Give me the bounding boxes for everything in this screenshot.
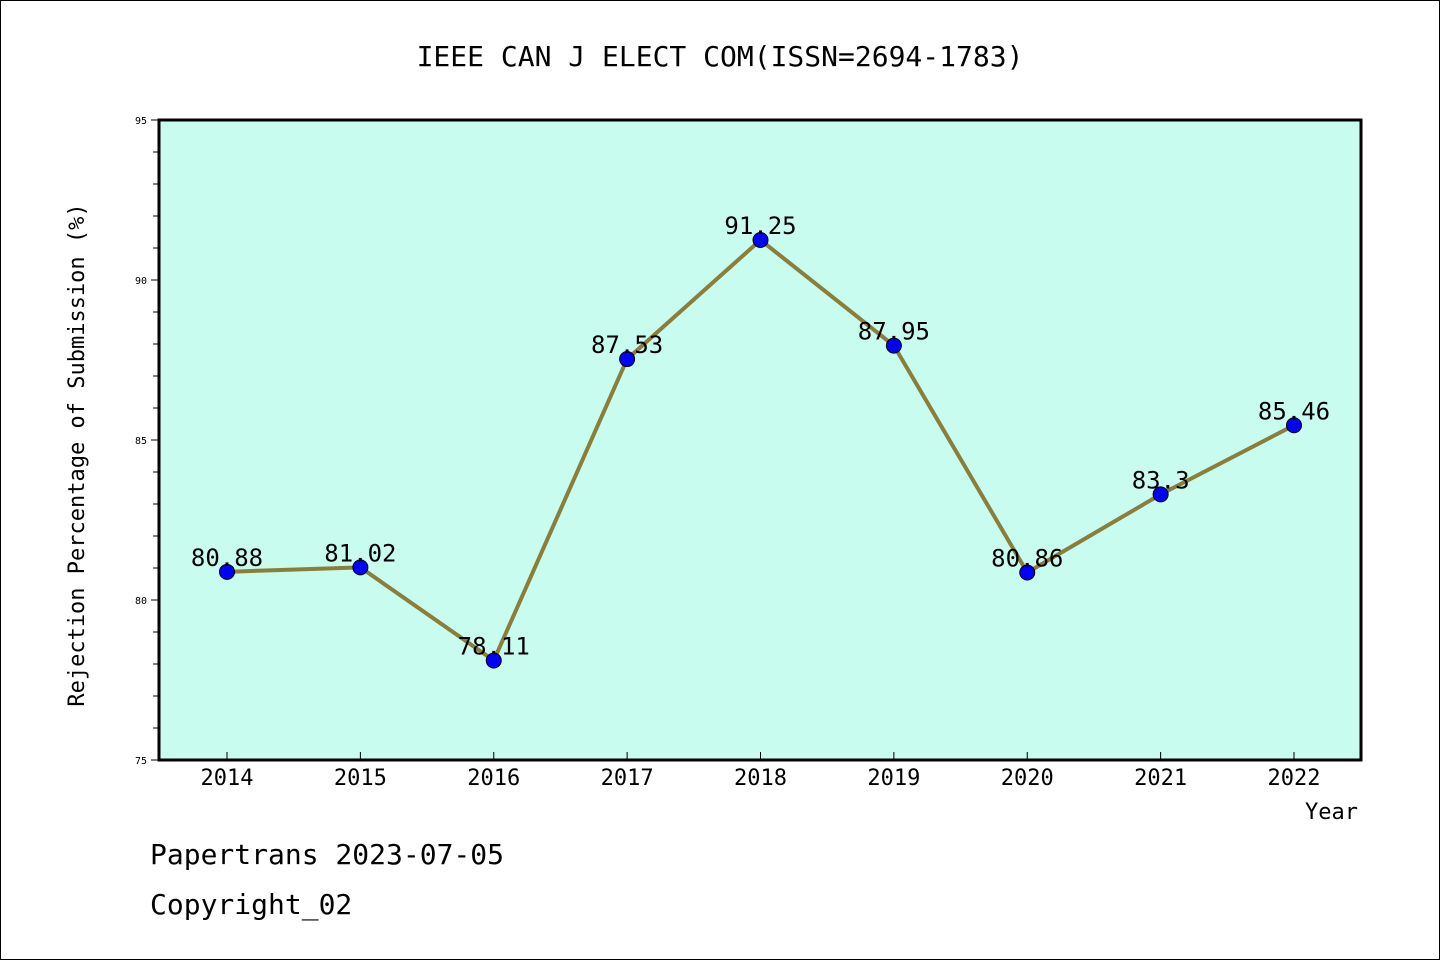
data-label: 87.95 xyxy=(858,318,930,346)
series-line-group xyxy=(219,232,1302,669)
data-label: 81.02 xyxy=(324,539,396,567)
y-tick-label: 75 xyxy=(135,756,147,767)
data-label: 87.53 xyxy=(591,331,663,359)
x-axis-ticks: 2014 2015 2016 2017 2018 2019 2020 2021 2022 xyxy=(201,752,1321,791)
plot-area xyxy=(157,118,1363,762)
data-label: 85.46 xyxy=(1258,397,1330,425)
x-tick-label: 2020 xyxy=(1001,766,1054,791)
y-tick-label: 90 xyxy=(135,276,147,287)
data-point xyxy=(485,652,502,669)
data-label: 78.11 xyxy=(458,632,530,660)
x-tick-label: 2017 xyxy=(601,766,654,791)
data-point xyxy=(219,563,235,580)
data-label: 80.86 xyxy=(991,544,1063,572)
x-axis-label: Year xyxy=(1305,800,1358,825)
y-axis-ticks: 75 80 85 90 95 xyxy=(135,116,159,767)
y-tick-label: 80 xyxy=(135,596,147,607)
data-point xyxy=(619,351,636,368)
data-label: 80.88 xyxy=(191,544,263,572)
x-tick-label: 2019 xyxy=(867,766,920,791)
x-tick-label: 2016 xyxy=(467,766,520,791)
data-point xyxy=(1019,564,1036,581)
footer-copyright: Copyright_02 xyxy=(150,888,352,922)
data-point xyxy=(885,337,902,354)
data-point xyxy=(352,559,369,576)
chart-title: IEEE CAN J ELECT COM(ISSN=2694-1783) xyxy=(417,40,1024,73)
x-tick-label: 2021 xyxy=(1134,766,1187,791)
data-label-group: 80.88 81.02 78.11 87.53 91.25 87.95 80.86 83.3 8… xyxy=(191,212,1330,660)
x-tick-label: 2018 xyxy=(734,766,787,791)
data-label: 91.25 xyxy=(724,212,796,240)
x-tick-label: 2022 xyxy=(1268,766,1321,791)
footer-papertrans: Papertrans 2023-07-05 xyxy=(150,838,504,871)
data-point xyxy=(1152,486,1169,503)
y-tick-label: 95 xyxy=(135,116,147,127)
data-point xyxy=(1286,417,1302,434)
y-axis-label: Rejection Percentage of Submission (%) xyxy=(65,203,90,706)
y-tick-label: 85 xyxy=(135,436,147,447)
data-label: 83.3 xyxy=(1132,466,1190,494)
data-point xyxy=(752,232,769,248)
x-tick-label: 2014 xyxy=(201,766,254,791)
x-tick-label: 2015 xyxy=(334,766,387,791)
